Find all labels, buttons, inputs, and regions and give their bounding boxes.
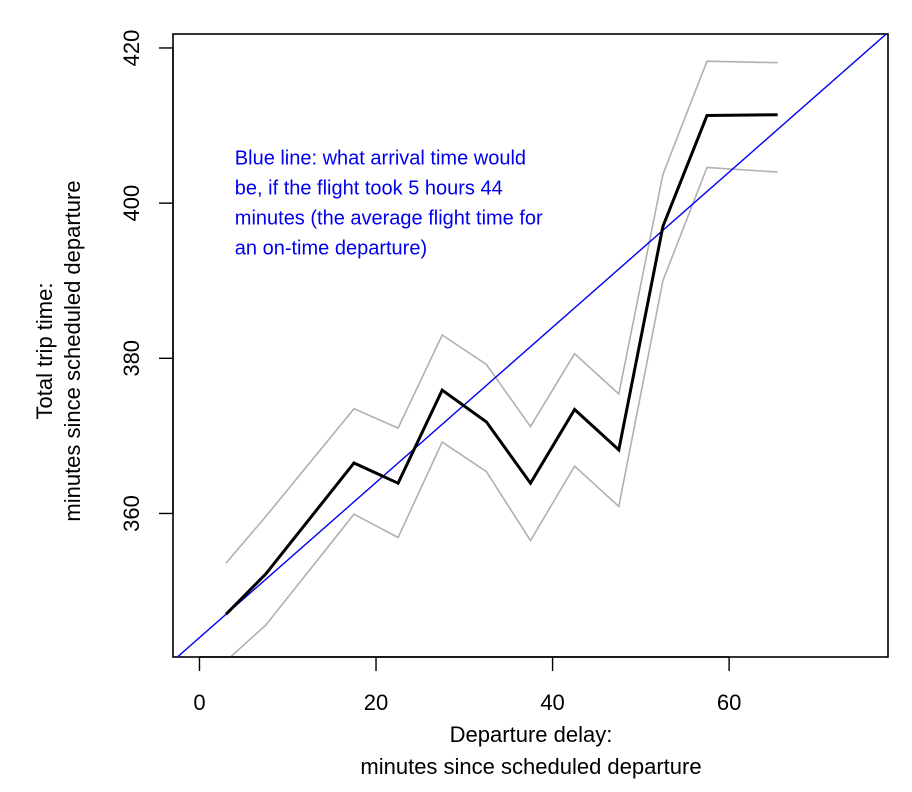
- y-axis: 360 380 400 420: [119, 30, 174, 532]
- x-axis: 0 20 40 60: [193, 656, 741, 715]
- x-tick-label: 60: [717, 690, 741, 715]
- y-tick-label: 420: [119, 30, 144, 67]
- x-tick-label: 40: [540, 690, 564, 715]
- y-tick-label: 400: [119, 185, 144, 222]
- annotation-line-2: be, if the flight took 5 hours 44: [235, 177, 503, 199]
- y-tick-label: 360: [119, 495, 144, 532]
- lower-band-line: [229, 166, 778, 657]
- x-tick-label: 20: [364, 690, 388, 715]
- x-axis-label-line-2: minutes since scheduled departure: [360, 754, 701, 779]
- x-axis-label-line-1: Departure delay:: [450, 722, 613, 747]
- y-axis-label-line-2: minutes since scheduled departure: [60, 180, 85, 521]
- y-tick-label: 380: [119, 340, 144, 377]
- annotation-line-3: minutes (the average flight time for: [235, 207, 543, 229]
- mean-line: [224, 113, 778, 616]
- reference-line: [176, 34, 888, 657]
- series-layer: [176, 34, 888, 657]
- x-tick-label: 0: [193, 690, 205, 715]
- annotation-line-1: Blue line: what arrival time would: [235, 147, 526, 169]
- upper-band-line: [225, 60, 778, 564]
- y-axis-label-line-1: Total trip time:: [32, 283, 57, 420]
- annotation: Blue line: what arrival time would be, i…: [235, 147, 543, 259]
- plot-area: [172, 33, 889, 658]
- annotation-line-4: an on-time departure): [235, 237, 427, 259]
